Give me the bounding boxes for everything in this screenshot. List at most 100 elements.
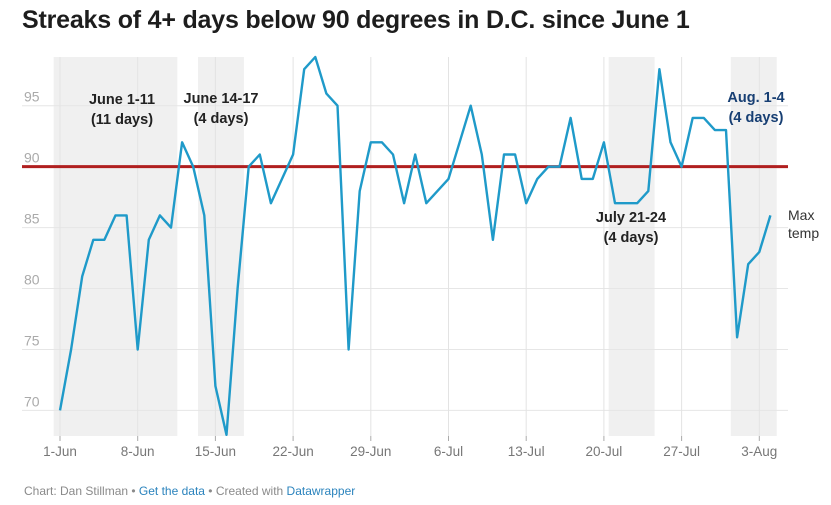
data-point-15 <box>225 433 228 436</box>
data-point-33 <box>425 202 428 205</box>
data-point-25 <box>336 104 339 107</box>
data-point-5 <box>114 214 117 217</box>
data-point-11 <box>181 141 184 144</box>
data-point-43 <box>536 177 539 180</box>
streak-label-4: Aug. 1-4 <box>727 90 784 106</box>
data-point-23 <box>314 56 317 59</box>
data-point-42 <box>525 202 528 205</box>
data-point-6 <box>125 214 128 217</box>
data-point-57 <box>691 116 694 119</box>
data-point-49 <box>602 141 605 144</box>
x-axis-labels: 1-Jun 8-Jun 15-Jun 22-Jun 29-Jun 6-Jul 13-Jul 2… <box>43 444 777 459</box>
data-point-44 <box>547 165 550 168</box>
y-axis-labels: 70 75 80 85 90 95 <box>24 89 40 410</box>
data-point-22 <box>303 68 306 71</box>
data-point-61 <box>736 336 739 339</box>
data-point-34 <box>436 190 439 193</box>
data-point-4 <box>103 238 106 241</box>
data-point-2 <box>81 275 84 278</box>
data-point-47 <box>580 177 583 180</box>
y-tick-label-75: 75 <box>24 332 40 348</box>
streak-days-4: (4 days) <box>729 110 784 126</box>
data-point-62 <box>747 263 750 266</box>
data-point-10 <box>170 226 173 229</box>
footer-separator: • <box>128 484 139 498</box>
data-point-51 <box>625 202 628 205</box>
data-point-46 <box>569 116 572 119</box>
streak-band-4 <box>730 57 777 436</box>
streak-days-1: (11 days) <box>91 112 153 128</box>
y-tick-label-70: 70 <box>24 393 40 409</box>
x-tick-label-3: 22-Jun <box>272 444 313 459</box>
y-tick-label-90: 90 <box>24 150 40 166</box>
data-point-55 <box>669 141 672 144</box>
data-point-41 <box>514 153 517 156</box>
x-tick-label-1: 8-Jun <box>121 444 155 459</box>
data-point-12 <box>192 165 195 168</box>
data-point-48 <box>591 177 594 180</box>
data-point-53 <box>647 190 650 193</box>
streak-shading <box>53 57 777 436</box>
data-point-9 <box>158 214 161 217</box>
data-point-30 <box>392 153 395 156</box>
data-point-63 <box>758 250 761 253</box>
x-tick-label-0: 1-Jun <box>43 444 77 459</box>
data-point-54 <box>658 68 661 71</box>
data-point-58 <box>702 116 705 119</box>
data-point-40 <box>503 153 506 156</box>
data-point-27 <box>358 190 361 193</box>
footer-created: • Created with <box>204 484 287 498</box>
data-point-50 <box>614 202 617 205</box>
datawrapper-link[interactable]: Datawrapper <box>286 484 356 498</box>
streak-days-3: (4 days) <box>604 230 659 246</box>
data-point-52 <box>636 202 639 205</box>
data-point-3 <box>92 238 95 241</box>
data-point-18 <box>258 153 261 156</box>
data-point-21 <box>292 153 295 156</box>
data-point-24 <box>325 92 328 95</box>
data-point-28 <box>369 141 372 144</box>
data-point-31 <box>403 202 406 205</box>
data-point-32 <box>414 153 417 156</box>
y-tick-label-95: 95 <box>24 89 40 105</box>
data-point-13 <box>203 214 206 217</box>
streak-label-2: June 14-17 <box>184 91 259 107</box>
footer-credit: Chart: Dan Stillman <box>24 484 129 498</box>
x-tick-label-7: 20-Jul <box>586 444 623 459</box>
chart-title: Streaks of 4+ days below 90 degrees in D… <box>22 6 690 34</box>
x-tick-label-8: 27-Jul <box>663 444 700 459</box>
x-tick-label-2: 15-Jun <box>195 444 236 459</box>
data-point-20 <box>281 177 284 180</box>
data-point-37 <box>469 104 472 107</box>
streak-band-1 <box>53 57 178 436</box>
data-point-8 <box>147 238 150 241</box>
x-tick-label-5: 6-Jul <box>434 444 463 459</box>
data-point-56 <box>680 165 683 168</box>
streak-band-3 <box>608 57 655 436</box>
data-point-26 <box>347 348 350 351</box>
data-point-14 <box>214 385 217 388</box>
data-point-1 <box>70 348 73 351</box>
x-tick-label-4: 29-Jun <box>350 444 391 459</box>
series-line-max-temp <box>58 55 772 436</box>
data-point-45 <box>558 165 561 168</box>
data-point-19 <box>269 202 272 205</box>
x-tick-label-6: 13-Jul <box>508 444 545 459</box>
data-point-16 <box>236 287 239 290</box>
data-point-35 <box>447 177 450 180</box>
data-point-17 <box>247 165 250 168</box>
get-data-link[interactable]: Get the data <box>138 484 205 498</box>
data-point-0 <box>59 409 62 412</box>
data-point-38 <box>480 153 483 156</box>
data-point-59 <box>713 129 716 132</box>
series-label-unit: temp <box>788 225 819 241</box>
y-tick-label-85: 85 <box>24 211 40 227</box>
x-tick-label-9: 3-Aug <box>741 444 777 459</box>
streak-label-3: July 21-24 <box>596 210 666 226</box>
line-chart: 70 75 80 85 90 95 1-Jun 8-Jun 15-Jun 22-Jun 29-Ju… <box>22 55 819 459</box>
chart-footer: Chart: Dan Stillman • Get the data • Cre… <box>24 484 355 498</box>
data-point-60 <box>725 129 728 132</box>
data-point-36 <box>458 141 461 144</box>
data-point-29 <box>380 141 383 144</box>
series-label: Max <box>788 207 814 223</box>
